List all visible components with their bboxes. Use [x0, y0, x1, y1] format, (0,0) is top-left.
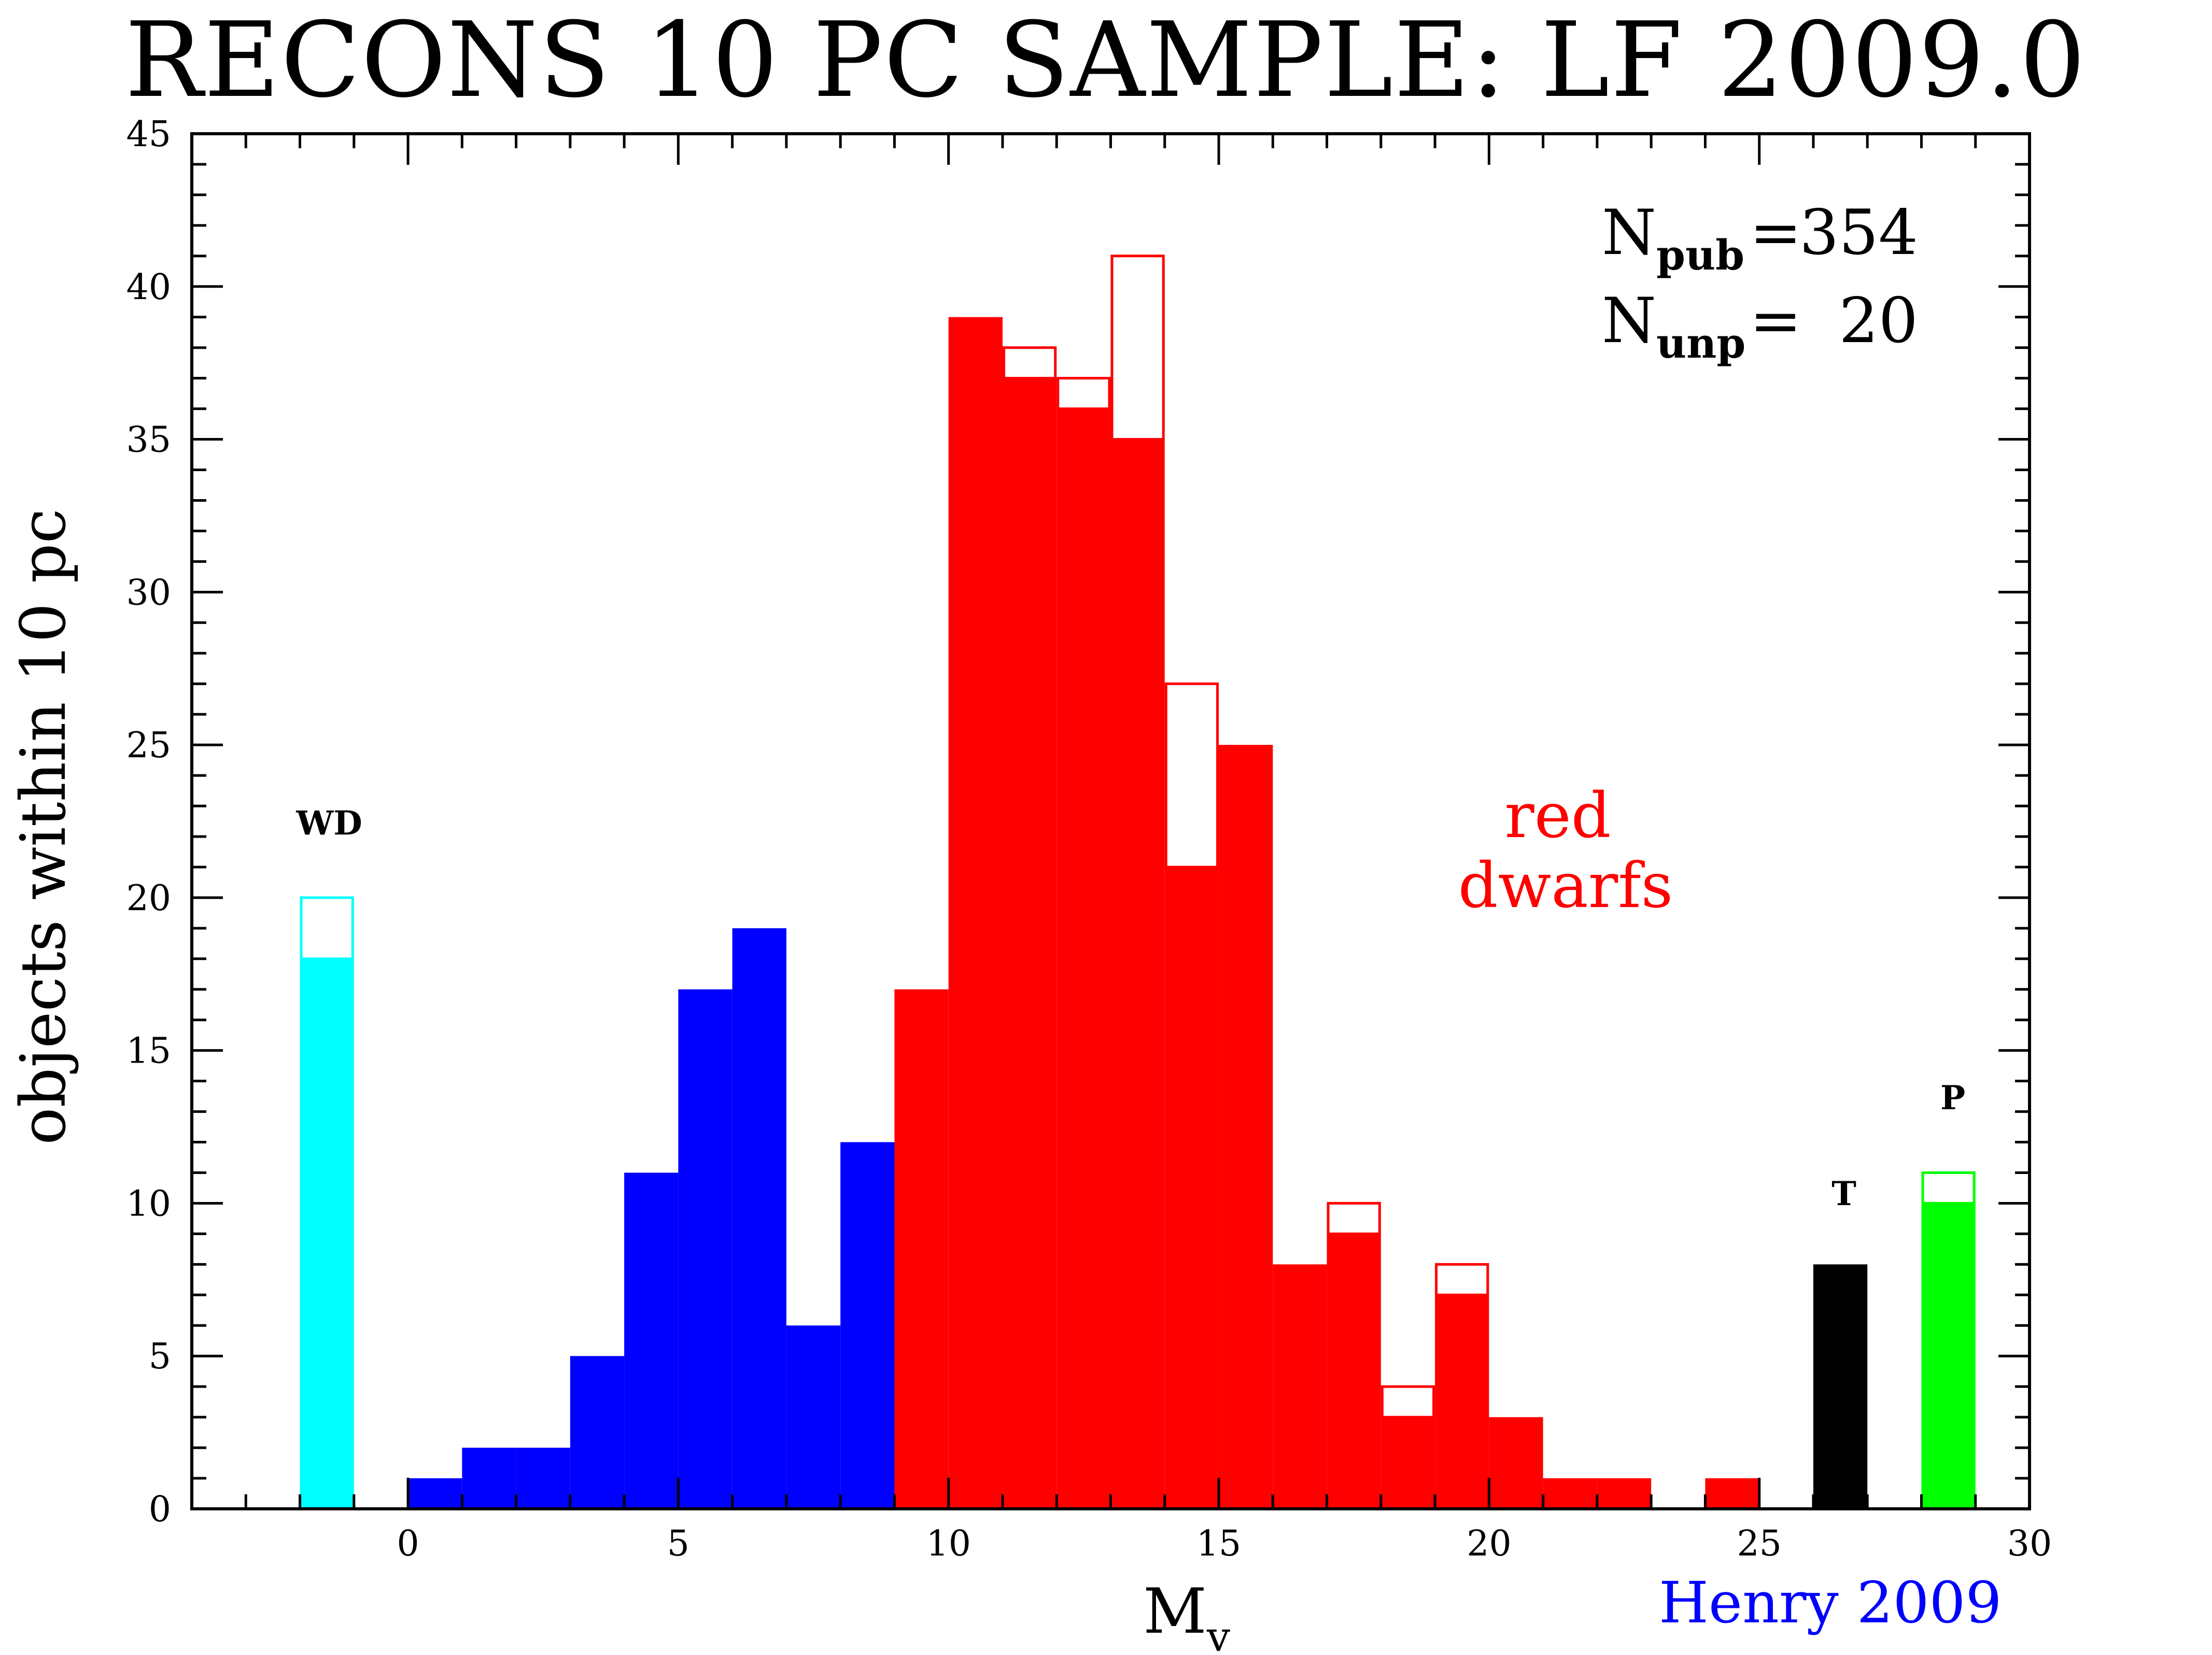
n-pub-value: 354: [1799, 197, 1918, 269]
bar-published: [1489, 1417, 1543, 1509]
tick-labels-group: 0 5 10 15 20 25 30 0 5 10 15 20 25 30 35 40 45: [126, 114, 2052, 1564]
n-pub-annotation: Npub = 354: [1602, 197, 1918, 279]
n-unp-annotation: Nunp = 20: [1602, 285, 1918, 367]
bar-unpublished: [1110, 254, 1165, 441]
red-dwarfs-label-line1: red: [1504, 780, 1611, 852]
bar-published: [1435, 1295, 1489, 1509]
bar-unpublished: [1056, 377, 1111, 411]
red-dwarfs-label-line2: dwarfs: [1458, 850, 1673, 922]
bar-published: [1543, 1478, 1597, 1509]
bar-published: [1921, 1203, 1976, 1509]
bar-published: [462, 1448, 516, 1509]
svg-text:Npub: Npub: [1602, 197, 1744, 279]
bar-published: [1056, 408, 1111, 1509]
bar-unpublished: [1002, 346, 1057, 380]
n-unp-subscript: unp: [1656, 319, 1745, 367]
chart-title: RECONS 10 PC SAMPLE: LF 2009.0: [125, 0, 2087, 121]
bar-published: [948, 317, 1003, 1509]
n-unp-value: 20: [1839, 285, 1918, 357]
svg-text:Nunp: Nunp: [1602, 285, 1745, 367]
bar-published: [408, 1478, 462, 1509]
y-tick-label: 45: [126, 114, 171, 155]
bar-published: [1327, 1234, 1381, 1509]
bar-published: [732, 928, 786, 1509]
bar-unpublished: [1921, 1171, 1976, 1205]
y-tick-label: 40: [126, 267, 171, 308]
x-tick-label: 5: [667, 1523, 689, 1564]
x-axis-label-main: M: [1143, 1576, 1207, 1648]
bar-unpublished: [1380, 1385, 1435, 1419]
x-tick-label: 30: [2007, 1523, 2052, 1564]
n-unp-label: N: [1602, 285, 1656, 357]
bar-published: [1597, 1478, 1652, 1509]
n-pub-equals: =: [1750, 197, 1802, 269]
y-tick-label: 20: [126, 878, 171, 919]
x-axis-label: Mv: [1143, 1576, 1230, 1653]
y-tick-label: 10: [126, 1183, 171, 1224]
n-pub-label: N: [1602, 197, 1656, 269]
y-tick-label: 25: [126, 725, 171, 766]
bars-group: [300, 254, 1976, 1509]
bar-published: [516, 1448, 570, 1509]
bar-published: [894, 989, 949, 1509]
bar-published: [1705, 1478, 1759, 1509]
x-tick-label: 0: [397, 1523, 419, 1564]
ticks-group: [190, 132, 2031, 1510]
p-label: P: [1940, 1079, 1965, 1118]
bar-published: [624, 1172, 679, 1509]
bar-published: [786, 1325, 841, 1509]
x-tick-label: 20: [1467, 1523, 1512, 1564]
bar-published: [1110, 439, 1165, 1509]
x-tick-label: 10: [926, 1523, 971, 1564]
bar-published: [570, 1356, 625, 1509]
y-tick-label: 5: [149, 1336, 171, 1377]
y-axis-label: objects within 10 pc: [8, 508, 80, 1145]
x-axis-label-sub: v: [1206, 1612, 1230, 1653]
bar-published: [1273, 1264, 1327, 1509]
x-tick-label: 25: [1737, 1523, 1782, 1564]
bar-published: [840, 1142, 895, 1509]
n-unp-equals: =: [1750, 285, 1802, 357]
bar-published: [1219, 745, 1273, 1509]
bar-unpublished: [1435, 1263, 1489, 1296]
y-tick-label: 15: [126, 1031, 171, 1072]
y-tick-label: 30: [126, 572, 171, 613]
bar-published: [1380, 1417, 1435, 1509]
bar-unpublished: [1164, 682, 1219, 869]
t-label: T: [1831, 1175, 1856, 1213]
wd-label: WD: [295, 804, 362, 843]
y-tick-label: 35: [126, 420, 171, 461]
n-pub-subscript: pub: [1656, 231, 1744, 279]
y-tick-label: 0: [149, 1489, 171, 1530]
credit-text: Henry 2009: [1659, 1569, 2002, 1636]
bar-published: [678, 989, 732, 1509]
bar-published: [1813, 1264, 1868, 1509]
bar-published: [300, 958, 354, 1509]
bar-unpublished: [300, 896, 354, 960]
bar-published: [1164, 867, 1219, 1509]
bar-published: [1002, 378, 1057, 1509]
bar-unpublished: [1327, 1201, 1381, 1235]
x-tick-label: 15: [1196, 1523, 1242, 1564]
